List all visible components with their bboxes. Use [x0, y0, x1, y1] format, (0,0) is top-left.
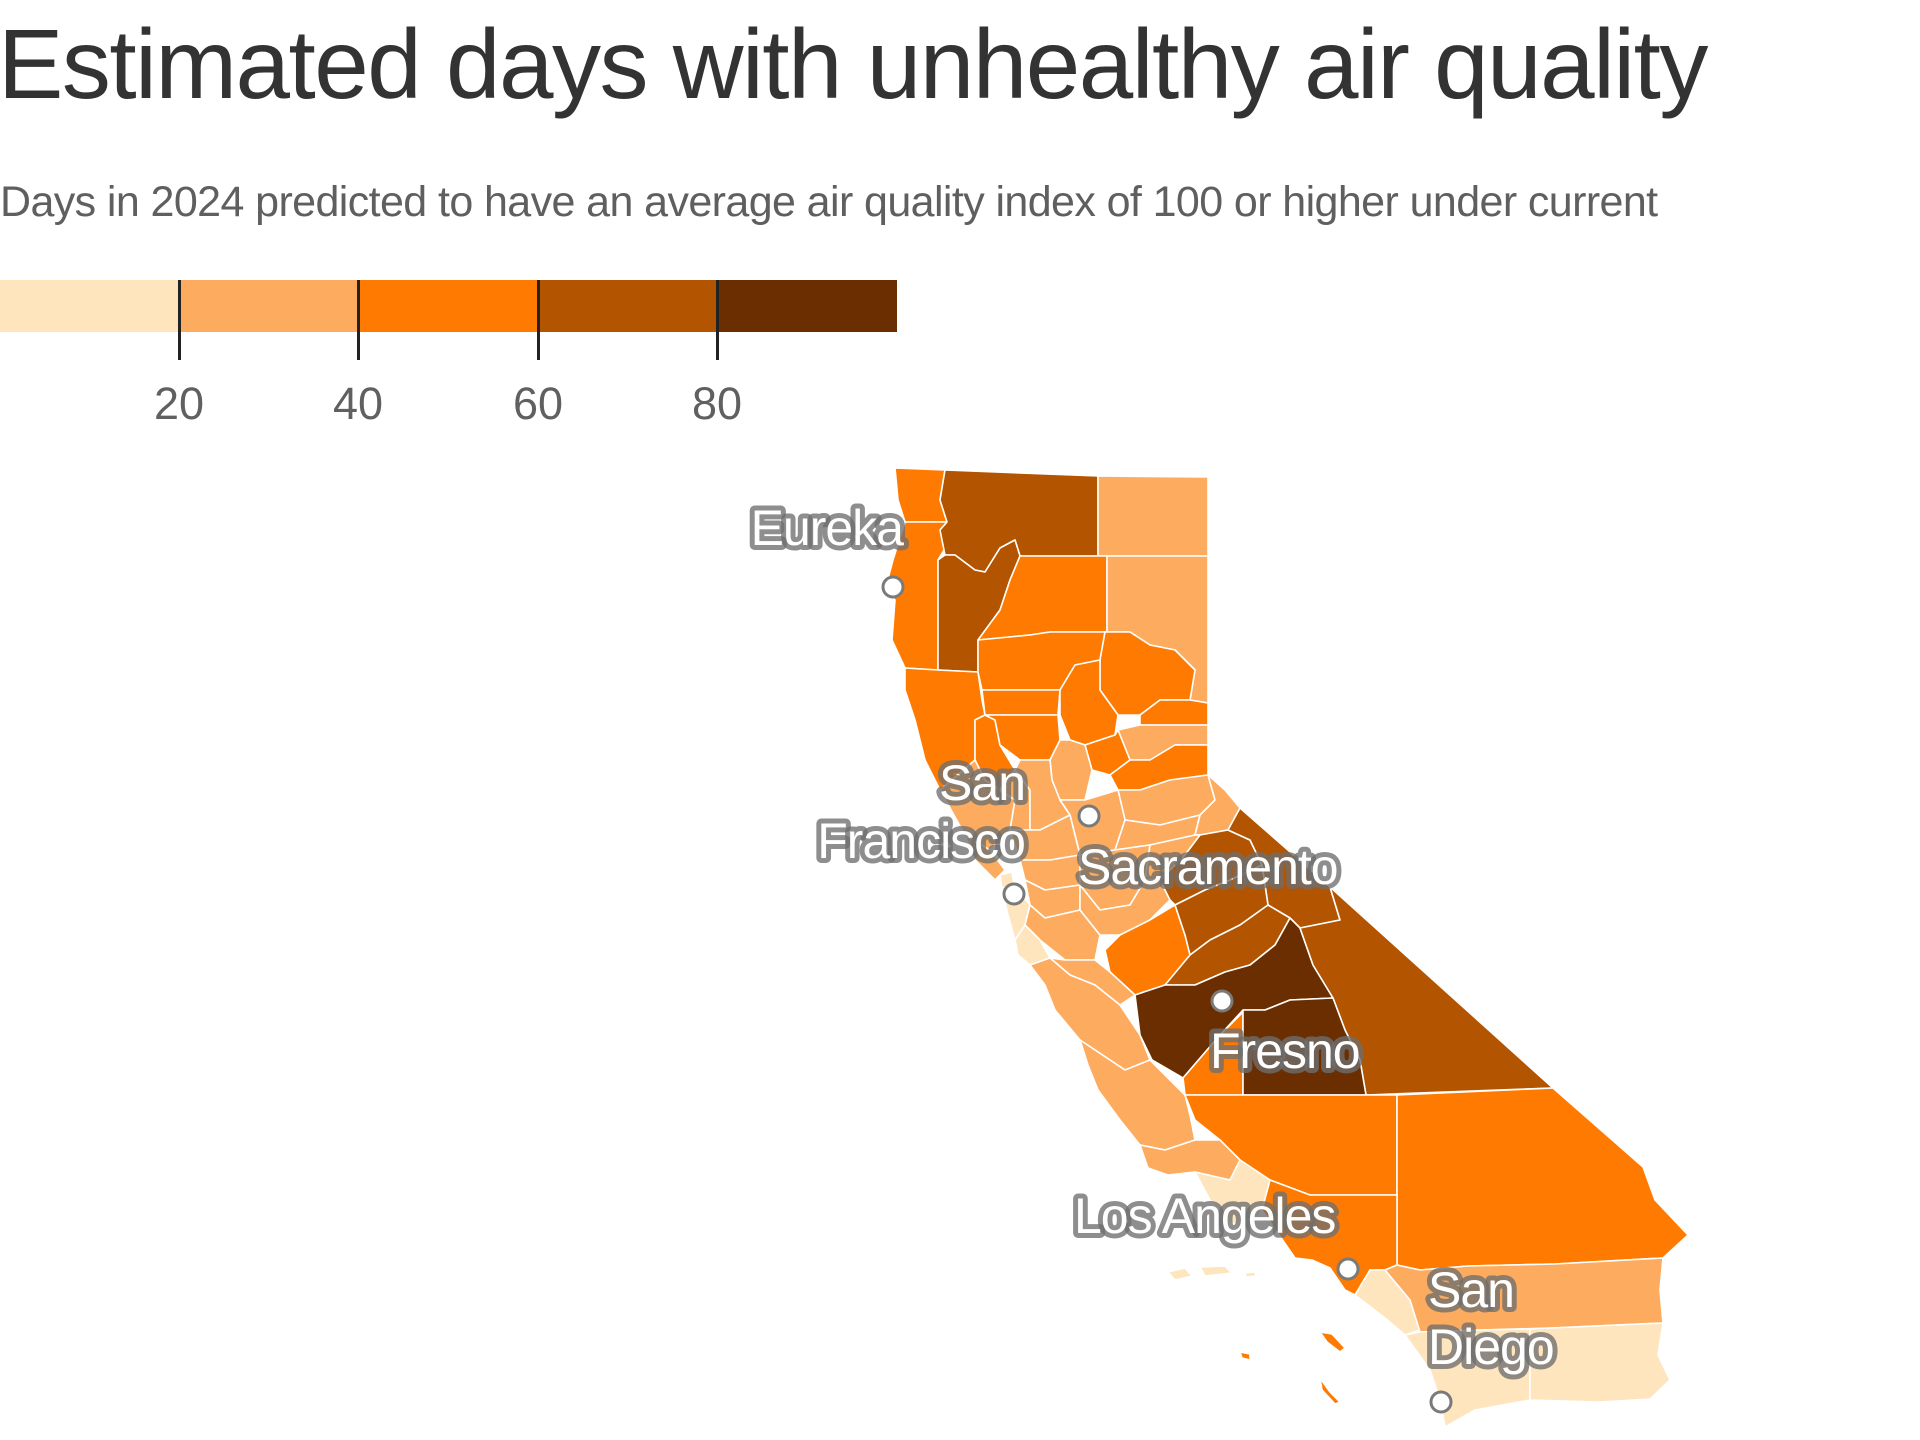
- county-san-diego: [1404, 1328, 1531, 1428]
- city-label-fresno: Fresno: [1210, 1023, 1360, 1079]
- city-dot-san-francisco: [1002, 882, 1026, 906]
- island-san-clemente: [1319, 1377, 1341, 1405]
- city-dot-eureka: [881, 575, 905, 599]
- county-san-bernardino: [1396, 1087, 1689, 1271]
- city-dot-fresno: [1210, 989, 1234, 1013]
- city-markers: [881, 575, 1453, 1414]
- county-monterey: [1029, 957, 1151, 1071]
- city-label-sacramento: Sacramento: [1078, 839, 1338, 895]
- legend-tick-label: 60: [512, 378, 564, 429]
- island-catalina: [1319, 1331, 1346, 1353]
- legend-tick: [178, 280, 181, 360]
- city-dot-san-diego: [1429, 1390, 1453, 1414]
- chart-subtitle: Days in 2024 predicted to have an averag…: [0, 178, 1658, 226]
- city-label-san-diego-line2: Diego: [1428, 1319, 1554, 1375]
- legend-tick-label: 20: [153, 378, 205, 429]
- city-label-eureka: Eureka: [751, 500, 905, 556]
- color-legend: 20 40 60 80: [0, 280, 900, 430]
- city-dot-los-angeles: [1336, 1257, 1360, 1281]
- legend-bar: [0, 280, 897, 332]
- legend-bin-0-20: [0, 280, 180, 332]
- legend-bin-20-40: [179, 280, 359, 332]
- city-labels: Eureka San Francisco Sacramento Fresno L…: [746, 495, 1560, 1380]
- county-butte: [1059, 659, 1119, 746]
- county-modoc: [1097, 475, 1209, 557]
- island-santa-cruz: [1199, 1265, 1233, 1277]
- county-glenn: [981, 689, 1061, 716]
- county-imperial: [1529, 1322, 1671, 1403]
- island-anacapa: [1244, 1271, 1257, 1278]
- city-dot-sacramento: [1077, 804, 1101, 828]
- counties: [884, 467, 1689, 1428]
- legend-bin-40-60: [358, 280, 539, 332]
- legend-tick-label: 80: [691, 378, 743, 429]
- legend-bin-60-80: [538, 280, 718, 332]
- legend-tick: [716, 280, 719, 360]
- city-label-san-francisco-line2: Francisco: [817, 813, 1025, 869]
- island-san-nicolas: [1239, 1351, 1251, 1361]
- legend-tick: [537, 280, 540, 360]
- legend-bin-80-plus: [717, 280, 897, 332]
- city-label-san-diego-line1: San: [1428, 1262, 1514, 1318]
- city-label-los-angeles: Los Angeles: [1074, 1188, 1335, 1244]
- island-santa-rosa: [1167, 1267, 1193, 1281]
- city-label-san-francisco-line1: San: [939, 755, 1025, 811]
- legend-tick: [357, 280, 360, 360]
- chart-title: Estimated days with unhealthy air qualit…: [0, 9, 1708, 119]
- legend-tick-label: 40: [332, 378, 384, 429]
